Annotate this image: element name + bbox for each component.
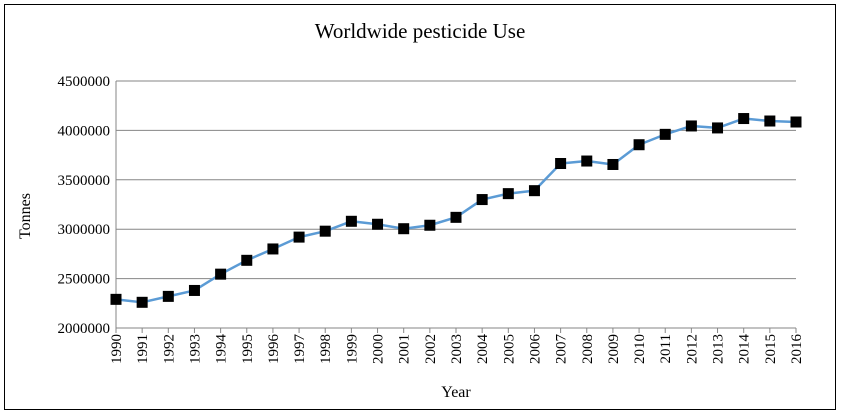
x-tick-label: 1996 <box>266 334 282 365</box>
y-tick-label: 4000000 <box>58 123 111 139</box>
x-tick-label: 2009 <box>606 334 622 364</box>
x-tick-label: 2008 <box>580 334 596 364</box>
gridlines <box>115 80 797 333</box>
plot-area <box>110 113 802 308</box>
data-point-1994 <box>215 268 227 280</box>
x-tick-label: 1998 <box>318 334 334 364</box>
data-point-1998 <box>319 225 331 237</box>
x-tick-labels: 1990 1991 1992 1993 1994 1995 1996 1997 1998 1999… <box>109 334 805 365</box>
x-tick-label: 2004 <box>475 334 491 365</box>
x-tick-label: 2006 <box>527 334 543 365</box>
x-tick-label: 2014 <box>737 334 753 365</box>
y-tick-label: 2500000 <box>58 272 111 288</box>
x-axis-label: Year <box>441 384 471 401</box>
data-point-1990 <box>110 293 122 305</box>
y-tick-labels: 2000000 2500000 3000000 3500000 4000000 45000… <box>58 74 111 337</box>
y-axis-label: Tonnes <box>17 193 34 239</box>
data-point-2007 <box>555 157 567 169</box>
data-point-2008 <box>581 155 593 167</box>
data-point-2010 <box>633 139 645 151</box>
y-tick-label: 2000000 <box>58 321 111 337</box>
x-tick-label: 2005 <box>501 334 517 364</box>
data-point-2016 <box>790 116 802 128</box>
x-tick-label: 2013 <box>711 334 727 364</box>
data-point-2013 <box>712 122 724 134</box>
data-point-2011 <box>659 128 671 140</box>
data-point-2014 <box>738 113 750 125</box>
data-point-2015 <box>764 115 776 127</box>
data-point-2002 <box>424 219 436 231</box>
data-point-1995 <box>241 254 253 266</box>
data-point-2012 <box>685 120 697 132</box>
x-tick-label: 2015 <box>763 334 779 364</box>
data-point-2009 <box>607 158 619 170</box>
x-tick-label: 1991 <box>135 334 151 364</box>
x-tick-label: 2002 <box>423 334 439 364</box>
x-tick-label: 2012 <box>684 334 700 364</box>
x-tick-label: 2000 <box>371 334 387 364</box>
data-point-2001 <box>398 223 410 235</box>
data-point-2003 <box>450 211 462 223</box>
y-tick-label: 3000000 <box>58 222 111 238</box>
chart-frame <box>4 4 836 410</box>
data-point-2006 <box>528 185 540 197</box>
data-point-1993 <box>188 284 200 296</box>
chart-title: Worldwide pesticide Use <box>315 19 526 43</box>
data-point-1997 <box>293 231 305 243</box>
data-point-1992 <box>162 290 174 302</box>
data-point-2005 <box>502 188 514 200</box>
x-tick-label: 1995 <box>240 334 256 364</box>
x-tick-label: 1992 <box>161 334 177 364</box>
x-tick-label: 2003 <box>449 334 465 364</box>
x-tick-label: 2001 <box>397 334 413 364</box>
x-tick-label: 2011 <box>658 334 674 363</box>
y-tick-label: 4500000 <box>58 74 111 90</box>
data-point-1991 <box>136 296 148 308</box>
x-tick-label: 1997 <box>292 334 308 365</box>
data-point-2000 <box>372 218 384 230</box>
x-tick-label: 2016 <box>789 334 805 365</box>
x-tick-label: 1999 <box>344 334 360 364</box>
data-point-2004 <box>476 194 488 206</box>
x-tick-label: 2007 <box>554 334 570 365</box>
x-tick-label: 2010 <box>632 334 648 364</box>
x-tick-label: 1993 <box>187 334 203 364</box>
data-point-1999 <box>345 215 357 227</box>
y-tick-label: 3500000 <box>58 173 111 189</box>
x-tick-label: 1990 <box>109 334 125 364</box>
x-tick-label: 1994 <box>214 334 230 365</box>
data-point-1996 <box>267 243 279 255</box>
